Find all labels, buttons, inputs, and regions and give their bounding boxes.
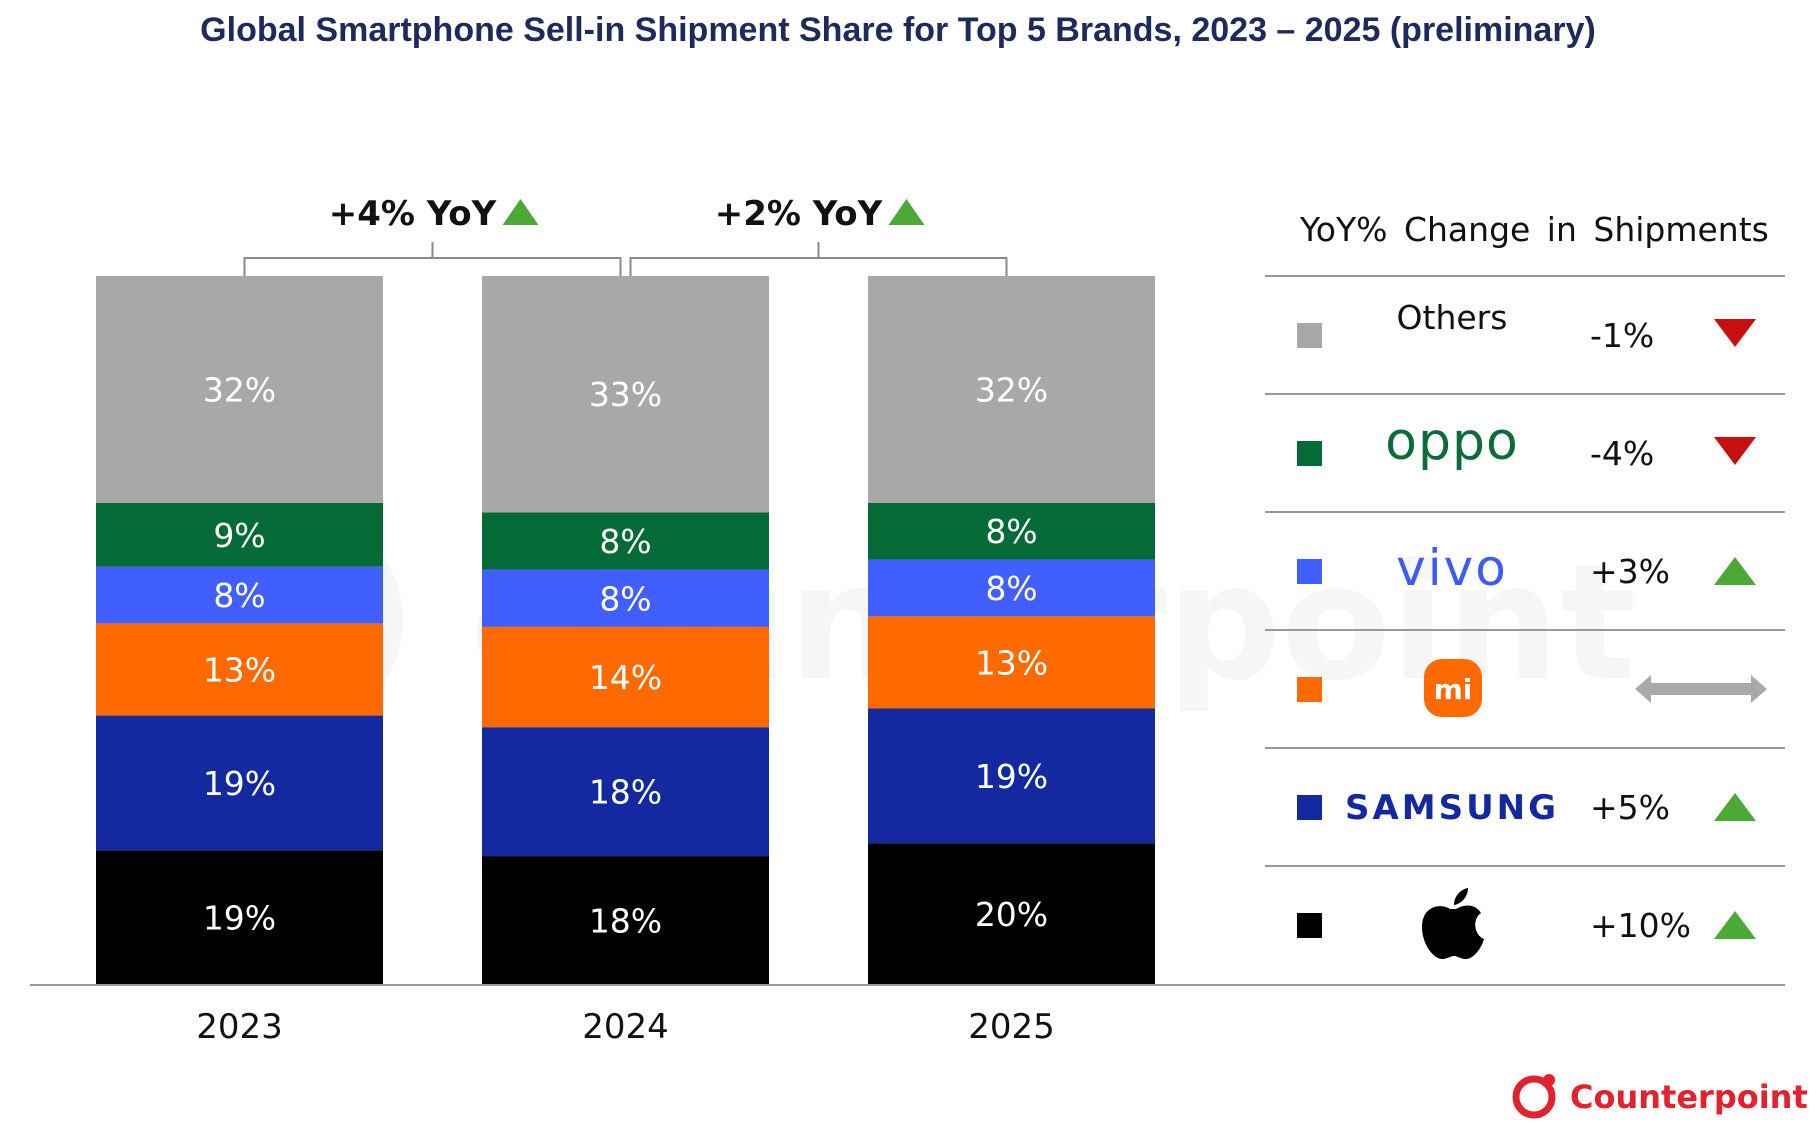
data-label-oppo-2024: 8% [599,522,651,561]
triangle-down-icon [1714,437,1756,465]
legend-item-xiaomi: mi [1297,659,1767,717]
data-label-samsung-2025: 19% [975,757,1048,796]
data-label-vivo-2024: 8% [599,579,651,618]
legend-item-oppo: oppo -4% [1297,412,1756,473]
oppo-logo: oppo [1385,412,1519,472]
data-label-samsung-2023: 19% [203,764,276,803]
legend-swatch-samsung [1297,795,1322,820]
bar-apple-2024 [482,856,769,985]
bar-others-2024 [482,276,769,513]
legend-swatch-xiaomi [1297,677,1322,702]
x-axis: 2023 2024 2025 [196,1007,1055,1047]
bar-vivo-2024 [482,569,769,627]
samsung-logo: SAMSUNG [1345,788,1559,828]
counterpoint-logo: Counterpoint [1512,1074,1808,1119]
x-tick-label-2024: 2024 [582,1007,669,1047]
bar-samsung-2024 [482,727,769,857]
triangle-up-icon [502,199,539,225]
triangle-down-icon [1714,319,1756,347]
legend-swatch-vivo [1297,559,1322,584]
counterpoint-logo-icon [1512,1075,1556,1119]
apple-logo-icon [1422,905,1484,959]
apple-leaf [1454,888,1468,905]
bar-samsung-2025 [868,708,1155,844]
counterpoint-logo-dot [1543,1074,1555,1086]
bar-oppo-2023 [96,502,383,567]
data-label-vivo-2025: 8% [985,569,1037,608]
bar-others-2023 [96,276,383,503]
bar-others-2025 [868,276,1155,503]
bar-xiaomi-2025 [868,616,1155,709]
data-label-samsung-2024: 18% [589,773,662,812]
yoy-label-2024-2025: +2% YoY [715,194,883,234]
legend-change-others: -1% [1590,316,1654,355]
data-label-others-2025: 32% [975,370,1048,409]
legend-item-samsung: SAMSUNG +5% [1297,788,1756,828]
triangle-up-icon [1714,557,1756,585]
legend-change-vivo: +3% [1590,552,1670,591]
data-label-vivo-2023: 8% [213,576,265,615]
legend-name-others: Others [1397,298,1508,337]
vivo-logo: vivo [1396,539,1508,597]
bar-oppo-2025 [868,502,1155,560]
bar-vivo-2025 [868,559,1155,617]
xiaomi-logo-text: mi [1434,673,1473,706]
data-label-xiaomi-2023: 13% [203,650,276,689]
legend-change-samsung: +5% [1590,788,1670,827]
triangle-up-icon [1714,911,1756,939]
chart-title: Global Smartphone Sell-in Shipment Share… [200,11,1596,49]
legend-change-apple: +10% [1590,906,1691,945]
yoy-label-2023-2024: +4% YoY [329,194,497,234]
legend-item-vivo: vivo +3% [1297,539,1756,597]
bar-vivo-2023 [96,566,383,624]
data-label-others-2024: 33% [589,375,662,414]
data-label-others-2023: 32% [203,370,276,409]
bar-oppo-2024 [482,512,769,570]
legend-swatch-oppo [1297,441,1322,466]
data-label-xiaomi-2025: 13% [975,643,1048,682]
data-label-xiaomi-2024: 14% [589,658,662,697]
bar-xiaomi-2024 [482,626,769,728]
legend-change-oppo: -4% [1590,434,1654,473]
data-label-apple-2023: 19% [203,899,276,938]
yoy-bracket-2023-2024 [243,242,622,276]
triangle-up-icon [1714,793,1756,821]
legend-title: YoY% Change in Shipments [1299,210,1769,249]
x-tick-label-2025: 2025 [968,1007,1055,1047]
legend: YoY% Change in Shipments Others -1% oppo -4… [1265,210,1785,959]
data-label-oppo-2025: 8% [985,512,1037,551]
x-tick-label-2023: 2023 [196,1007,283,1047]
legend-item-others: Others -1% [1297,298,1756,355]
bar-samsung-2023 [96,715,383,851]
legend-swatch-apple [1297,913,1322,938]
double-arrow-icon [1635,675,1767,703]
yoy-annotations: +4% YoY +2% YoY [243,194,1008,276]
data-label-apple-2024: 18% [589,902,662,941]
triangle-up-icon [888,199,925,225]
legend-item-apple: +10% [1297,888,1756,959]
legend-swatch-others [1297,323,1322,348]
data-label-apple-2025: 20% [975,895,1048,934]
counterpoint-logo-text: Counterpoint [1570,1078,1808,1116]
bar-xiaomi-2023 [96,623,383,716]
bar-apple-2025 [868,843,1155,985]
bars: 19% 19% 13% 8% 9% 32% 18% 18% 14% 8% 8% 33% 20% 19% 13… [96,276,1155,985]
yoy-bracket-2024-2025 [629,242,1008,276]
bar-apple-2023 [96,850,383,985]
data-label-oppo-2023: 9% [213,516,265,555]
xiaomi-logo [1424,659,1482,717]
